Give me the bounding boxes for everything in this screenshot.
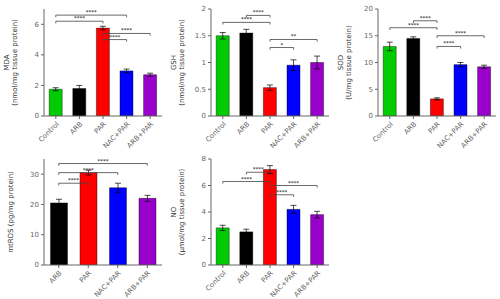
svg-text:0: 0 bbox=[35, 112, 39, 120]
svg-text:PAR: PAR bbox=[260, 269, 275, 284]
svg-text:ARB+PAR: ARB+PAR bbox=[126, 120, 156, 150]
svg-text:**: ** bbox=[291, 33, 297, 39]
svg-text:****: **** bbox=[288, 180, 299, 186]
svg-text:0: 0 bbox=[202, 261, 206, 269]
svg-text:****: **** bbox=[121, 27, 132, 33]
svg-text:****: **** bbox=[98, 158, 109, 164]
svg-text:mtROS (pg/mg protein): mtROS (pg/mg protein) bbox=[8, 171, 15, 253]
svg-text:6: 6 bbox=[35, 21, 40, 29]
svg-text:ARB: ARB bbox=[235, 120, 251, 136]
svg-text:****: **** bbox=[276, 189, 287, 195]
svg-text:PAR: PAR bbox=[260, 120, 275, 135]
svg-text:ARB+PAR: ARB+PAR bbox=[460, 120, 490, 150]
svg-text:ARB: ARB bbox=[402, 120, 418, 136]
svg-text:NAC+PAR: NAC+PAR bbox=[93, 269, 123, 299]
svg-text:2: 2 bbox=[35, 82, 39, 90]
svg-text:0: 0 bbox=[369, 112, 373, 120]
svg-text:ARB+PAR: ARB+PAR bbox=[123, 269, 153, 299]
svg-text:****: **** bbox=[68, 177, 79, 183]
svg-text:****: **** bbox=[443, 40, 454, 46]
svg-text:****: **** bbox=[241, 176, 252, 182]
svg-text:****: **** bbox=[408, 22, 419, 28]
svg-text:1: 1 bbox=[202, 59, 206, 67]
svg-text:****: **** bbox=[241, 16, 252, 22]
svg-text:GSH(nmol/mg tissue protein): GSH(nmol/mg tissue protein) bbox=[170, 19, 186, 106]
svg-text:PAR: PAR bbox=[93, 120, 108, 135]
svg-text:8: 8 bbox=[202, 155, 206, 163]
svg-text:****: **** bbox=[253, 9, 264, 15]
svg-text:4: 4 bbox=[35, 51, 40, 59]
svg-text:10: 10 bbox=[30, 231, 39, 239]
svg-text:20: 20 bbox=[30, 201, 39, 209]
svg-text:****: **** bbox=[74, 15, 85, 21]
svg-text:MDA(nmol/mg tissue protein): MDA(nmol/mg tissue protein) bbox=[8, 19, 19, 106]
svg-text:****: **** bbox=[253, 166, 264, 172]
svg-text:ARB: ARB bbox=[48, 269, 64, 285]
svg-text:****: **** bbox=[109, 34, 120, 40]
svg-text:0: 0 bbox=[202, 112, 206, 120]
svg-text:20: 20 bbox=[364, 5, 373, 13]
svg-text:1.5: 1.5 bbox=[195, 32, 206, 40]
svg-text:Control: Control bbox=[37, 120, 61, 144]
svg-text:Control: Control bbox=[204, 120, 228, 144]
svg-text:NO(μmol/mg tissue protein): NO(μmol/mg tissue protein) bbox=[170, 168, 186, 255]
svg-text:ARB: ARB bbox=[68, 120, 84, 136]
svg-text:SOD(U/mg tissue protein): SOD(U/mg tissue protein) bbox=[337, 25, 353, 100]
svg-text:****: **** bbox=[86, 9, 97, 15]
svg-text:****: **** bbox=[455, 30, 466, 36]
svg-text:****: **** bbox=[420, 15, 431, 21]
svg-text:0.5: 0.5 bbox=[195, 86, 206, 94]
svg-text:2: 2 bbox=[202, 5, 206, 13]
svg-text:6: 6 bbox=[202, 182, 207, 190]
svg-text:10: 10 bbox=[364, 59, 373, 67]
svg-text:30: 30 bbox=[30, 171, 39, 179]
svg-text:PAR: PAR bbox=[427, 120, 442, 135]
svg-text:Control: Control bbox=[204, 269, 228, 293]
svg-text:4: 4 bbox=[202, 208, 207, 216]
svg-text:Control: Control bbox=[371, 120, 395, 144]
svg-text:PAR: PAR bbox=[78, 269, 93, 284]
svg-text:ARB: ARB bbox=[235, 269, 251, 285]
svg-text:*: * bbox=[280, 42, 283, 48]
svg-text:15: 15 bbox=[364, 32, 373, 40]
svg-text:2: 2 bbox=[202, 235, 206, 243]
svg-text:0: 0 bbox=[35, 261, 39, 269]
svg-text:****: **** bbox=[83, 167, 94, 173]
svg-text:ARB+PAR: ARB+PAR bbox=[293, 120, 323, 150]
svg-text:5: 5 bbox=[369, 86, 373, 94]
svg-text:ARB+PAR: ARB+PAR bbox=[293, 269, 323, 299]
